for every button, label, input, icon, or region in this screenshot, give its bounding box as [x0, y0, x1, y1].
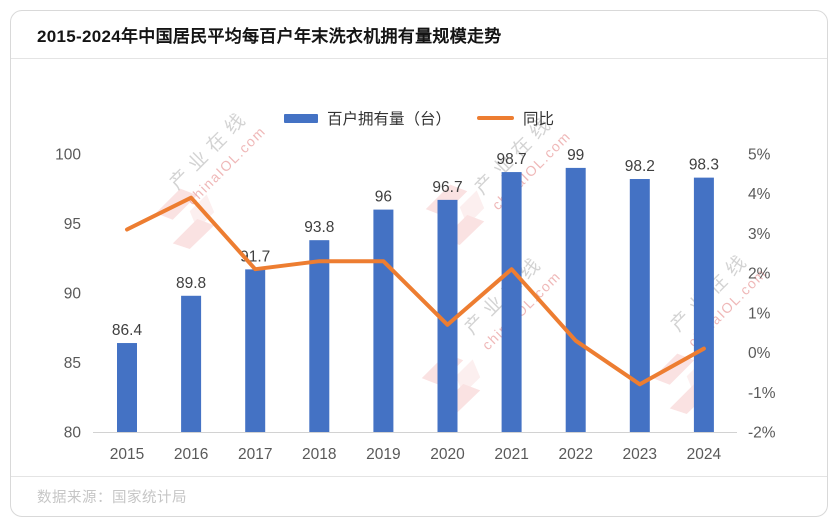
- y-axis-left-label: 85: [64, 355, 81, 372]
- bar[interactable]: [373, 209, 394, 432]
- x-axis-label: 2018: [302, 446, 336, 463]
- y-axis-right-label: 0%: [748, 345, 771, 362]
- bar[interactable]: [245, 269, 266, 432]
- yoy-line[interactable]: [125, 195, 706, 387]
- bar[interactable]: [437, 199, 458, 432]
- x-axis-label: 2024: [687, 446, 722, 463]
- legend-label: 同比: [523, 111, 555, 128]
- bar[interactable]: [693, 177, 714, 432]
- y-axis-right-label: 4%: [748, 186, 771, 203]
- y-axis-left-label: 95: [64, 216, 81, 233]
- footer-bar: 数据来源：国家统计局: [11, 476, 827, 516]
- title-bar: 2015-2024年中国居民平均每百户年末洗衣机拥有量规模走势: [11, 11, 827, 59]
- bar[interactable]: [117, 343, 137, 432]
- y-axis-left-label: 90: [64, 286, 82, 303]
- legend-item-yoy[interactable]: 同比: [477, 107, 554, 129]
- x-axis-label: 2021: [494, 446, 528, 463]
- x-axis-label: 2017: [238, 446, 272, 463]
- bar-value-label: 98.3: [689, 157, 719, 174]
- bar-value-label: 96: [375, 189, 392, 206]
- chart-area: 百户拥有量（台） 同比 80 85 90 95 100 -2% -1% 0% 1% 2% 3% 4% 5…: [11, 59, 827, 476]
- bar-swatch-icon: [283, 113, 318, 123]
- bar[interactable]: [181, 295, 202, 432]
- x-axis-label: 2023: [623, 446, 657, 463]
- bar-value-label: 98.7: [497, 151, 527, 168]
- bar[interactable]: [629, 179, 650, 432]
- y-axis-right-label: 3%: [748, 226, 771, 243]
- y-axis-right-label: 2%: [748, 266, 771, 283]
- legend-label: 百户拥有量（台）: [326, 111, 451, 128]
- chart-card: 2015-2024年中国居民平均每百户年末洗衣机拥有量规模走势 百户拥有量（台）…: [10, 10, 828, 517]
- x-axis-label: 2019: [366, 446, 400, 463]
- bar-value-label: 89.8: [176, 275, 206, 292]
- x-axis-label: 2015: [110, 446, 144, 463]
- x-axis-label: 2020: [430, 446, 465, 463]
- y-axis-right-label: -2%: [748, 425, 776, 442]
- bar[interactable]: [501, 172, 522, 432]
- x-axis-label: 2022: [558, 446, 592, 463]
- bar-value-label: 96.7: [432, 179, 462, 196]
- data-source: 数据来源：国家统计局: [37, 490, 187, 506]
- y-axis-left-label: 80: [64, 425, 82, 442]
- y-axis-right-label: 5%: [748, 147, 771, 164]
- combo-chart: 80 85 90 95 100 -2% -1% 0% 1% 2% 3% 4% 5% 2015 2016 201…: [55, 147, 776, 464]
- y-axis-right-label: -1%: [748, 385, 776, 402]
- legend-item-ownership[interactable]: 百户拥有量（台）: [283, 107, 451, 129]
- bar[interactable]: [309, 240, 330, 432]
- bar-value-label: 93.8: [304, 219, 334, 236]
- line-swatch-icon: [477, 116, 514, 120]
- bar-value-label: 99: [567, 147, 584, 164]
- bar-value-label: 86.4: [112, 322, 143, 339]
- bar-value-label: 98.2: [625, 158, 655, 175]
- y-axis-right-label: 1%: [748, 305, 771, 322]
- bar[interactable]: [565, 167, 586, 432]
- x-axis-label: 2016: [174, 446, 208, 463]
- y-axis-left-label: 100: [55, 147, 81, 164]
- chart-legend: 百户拥有量（台） 同比: [11, 107, 827, 129]
- chart-title: 2015-2024年中国居民平均每百户年末洗衣机拥有量规模走势: [37, 27, 502, 46]
